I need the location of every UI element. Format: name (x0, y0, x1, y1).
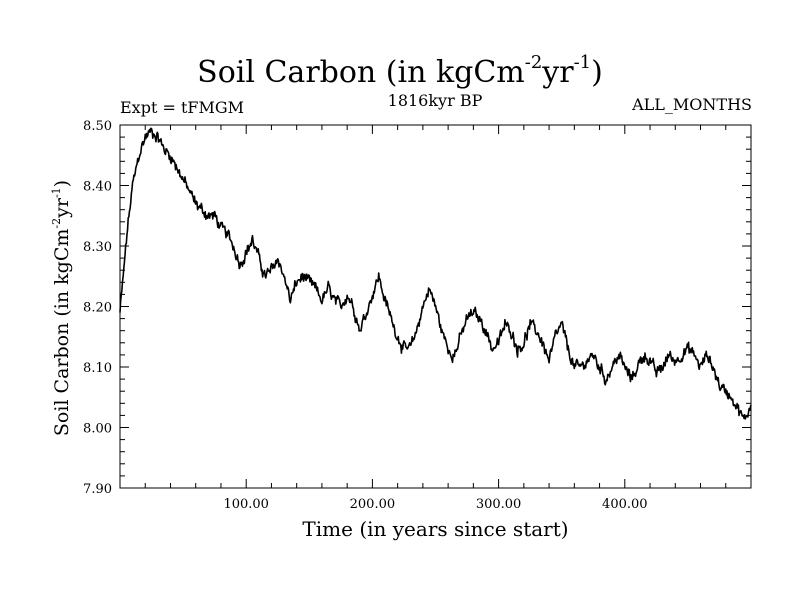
x-tick-label: 400.00 (602, 497, 648, 512)
x-tick-label: 300.00 (476, 497, 522, 512)
chart-subtitle: 1816kyr BP (387, 91, 483, 110)
x-axis-label: Time (in years since start) (302, 517, 569, 541)
axis-ticks: 100.00 200.00 300.00 400.00 7.90 8.00 8.10 8.20… (83, 119, 751, 512)
y-tick-label: 8.40 (83, 180, 112, 195)
y-tick-label: 8.30 (83, 240, 112, 255)
y-tick-label: 8.00 (83, 422, 112, 437)
y-tick-label: 8.10 (83, 361, 112, 376)
series-line-soil-carbon (119, 127, 752, 420)
experiment-label: Expt = tFMGM (120, 98, 245, 117)
y-tick-label: 7.90 (83, 482, 112, 497)
x-tick-label: 100.00 (223, 497, 269, 512)
y-tick-label: 8.20 (83, 301, 112, 316)
y-tick-label: 8.50 (83, 119, 112, 134)
x-tick-label: 200.00 (350, 497, 396, 512)
months-label: ALL_MONTHS (632, 95, 752, 114)
chart-title: Soil Carbon (in kgCm-2yr-1) (197, 52, 603, 90)
